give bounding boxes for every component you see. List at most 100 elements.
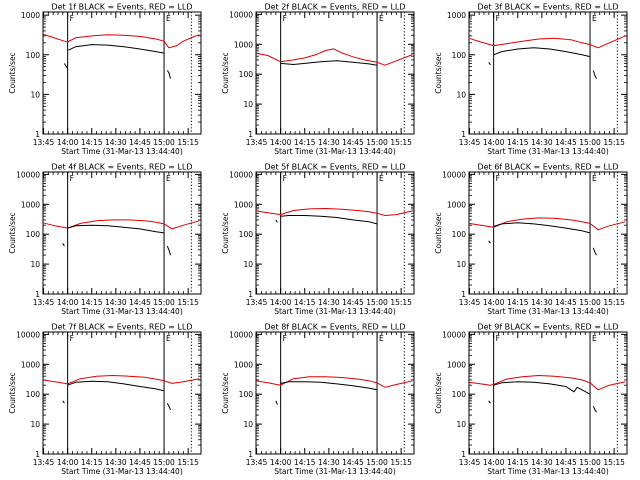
chart-1-axes-frame (42, 11, 202, 135)
chart-3-xtick-label: 15:00 (579, 138, 601, 147)
chart-8-title: Det 8f BLACK = Events, RED = LLD (264, 323, 405, 332)
chart-2-series-events (280, 60, 378, 66)
chart-5-xtick-label: 14:00 (270, 298, 292, 307)
chart-4-xtick-label: 14:00 (57, 298, 79, 307)
chart-3-marker-label: E (592, 14, 597, 23)
chart-7-xlabel: Start Time (31-Mar-13 13:44:40) (61, 467, 183, 476)
chart-9-ytick-label: 1000 (447, 360, 466, 369)
chart-2-title: Det 2f BLACK = Events, RED = LLD (264, 3, 405, 12)
chart-3-xlabel: Start Time (31-Mar-13 13:44:40) (487, 147, 609, 156)
chart-4-title: Det 4f BLACK = Events, RED = LLD (51, 163, 192, 172)
chart-8-ytick-label: 100 (239, 390, 254, 399)
chart-1-ytick-label: 1000 (21, 11, 40, 20)
chart-8-series-lld (255, 376, 413, 388)
chart-4-series-events (67, 224, 165, 234)
chart-9-series-events (592, 405, 597, 413)
chart-6-series-events (488, 240, 491, 244)
chart-4-ytick-label: 100 (26, 230, 41, 239)
chart-7-axes-frame (42, 331, 202, 455)
chart-9: 1 10 100 1000 10000 13:45 14:00 14:15 14:30 14:45… (434, 323, 628, 476)
chart-7-title: Det 7f BLACK = Events, RED = LLD (51, 323, 192, 332)
chart-6-axes-frame (468, 171, 628, 295)
chart-9-ytick-label: 1 (461, 450, 466, 459)
chart-6-xtick-label: 14:15 (507, 298, 529, 307)
chart-5-ytick-label: 10000 (229, 170, 253, 179)
chart-3-ylabel: Counts/sec (434, 52, 443, 93)
chart-3-xtick-label: 14:45 (555, 138, 577, 147)
chart-6-series-lld (468, 217, 626, 231)
chart-5-title: Det 5f BLACK = Events, RED = LLD (264, 163, 405, 172)
chart-7-series-lld (42, 375, 200, 385)
chart-8-xtick-label: 14:15 (294, 458, 316, 467)
chart-2-ytick-label: 100 (239, 70, 254, 79)
chart-5-xtick-label: 14:15 (294, 298, 316, 307)
chart-1-series-events (68, 44, 165, 54)
chart-2-marker-label: E (379, 14, 384, 23)
chart-2-axes-frame (255, 11, 415, 135)
chart-8-ytick-label: 10000 (229, 330, 253, 339)
chart-6-series-events (592, 247, 597, 256)
chart-3-xtick-label: 13:45 (459, 138, 481, 147)
chart-1-ytick-label: 10 (30, 90, 40, 99)
chart-8-ytick-label: 10 (243, 420, 253, 429)
chart-1-xtick-label: 14:00 (57, 138, 79, 147)
chart-4-axes-frame (42, 171, 202, 295)
chart-9-xtick-label: 14:30 (531, 458, 553, 467)
chart-6-title: Det 6f BLACK = Events, RED = LLD (477, 163, 618, 172)
chart-7-xtick-label: 14:30 (105, 458, 127, 467)
chart-9-ytick-label: 100 (452, 390, 467, 399)
chart-8-ytick-label: 1000 (234, 360, 253, 369)
chart-5-xtick-label: 14:30 (318, 298, 340, 307)
chart-2-xtick-label: 14:30 (318, 138, 340, 147)
chart-1-xtick-label: 13:45 (33, 138, 55, 147)
chart-6-ytick-label: 10 (456, 260, 466, 269)
chart-8-xlabel: Start Time (31-Mar-13 13:44:40) (274, 467, 396, 476)
chart-4-series-events (166, 245, 171, 256)
chart-1-marker-label: E (166, 14, 171, 23)
chart-8-xtick-label: 14:00 (270, 458, 292, 467)
chart-4-xtick-label: 14:45 (129, 298, 151, 307)
chart-5-marker-label: F (283, 174, 287, 183)
chart-9-series-events (488, 400, 491, 404)
chart-4-ylabel: Counts/sec (8, 212, 17, 253)
chart-6-xtick-label: 14:30 (531, 298, 553, 307)
chart-9-xtick-label: 14:45 (555, 458, 577, 467)
chart-9-ylabel: Counts/sec (434, 372, 443, 413)
chart-2-marker-label: F (283, 14, 287, 23)
chart-1-series-events (166, 70, 171, 79)
chart-3-ytick-label: 1 (461, 130, 466, 139)
chart-7-xtick-label: 14:15 (81, 458, 103, 467)
chart-9-xtick-label: 14:15 (507, 458, 529, 467)
chart-6-xtick-label: 14:00 (483, 298, 505, 307)
chart-8-xtick-label: 15:15 (390, 458, 412, 467)
chart-2-ytick-label: 1000 (234, 40, 253, 49)
chart-7-ytick-label: 1 (35, 450, 40, 459)
chart-1-ylabel: Counts/sec (8, 52, 17, 93)
chart-7-marker-label: E (166, 334, 171, 343)
chart-7-ylabel: Counts/sec (8, 372, 17, 413)
chart-3-axes-frame (468, 11, 628, 135)
chart-4-xtick-label: 14:30 (105, 298, 127, 307)
chart-9-ytick-label: 10000 (442, 330, 466, 339)
chart-7-series-events (67, 380, 165, 392)
chart-2-xtick-label: 14:15 (294, 138, 316, 147)
chart-8-ytick-label: 1 (248, 450, 253, 459)
chart-3-xtick-label: 14:00 (483, 138, 505, 147)
chart-2-xlabel: Start Time (31-Mar-13 13:44:40) (274, 147, 396, 156)
chart-3-xtick-label: 14:30 (531, 138, 553, 147)
chart-6-ylabel: Counts/sec (434, 212, 443, 253)
chart-8-series-events (275, 400, 278, 405)
chart-5-xtick-label: 15:15 (390, 298, 412, 307)
chart-5-ylabel: Counts/sec (221, 212, 230, 253)
chart-6-xtick-label: 13:45 (459, 298, 481, 307)
chart-9-series-lld (468, 375, 626, 391)
chart-5-axes-frame (255, 171, 415, 295)
chart-2: 1 10 100 1000 10000 13:45 14:00 14:15 14:30 14:45… (221, 3, 415, 156)
chart-3-series-events (493, 47, 591, 58)
chart-6-series-events (493, 222, 591, 234)
chart-4-ytick-label: 1000 (21, 200, 40, 209)
chart-6-ytick-label: 1 (461, 290, 466, 299)
chart-4-xtick-label: 14:15 (81, 298, 103, 307)
chart-9-title: Det 9f BLACK = Events, RED = LLD (477, 323, 618, 332)
chart-8-ylabel: Counts/sec (221, 372, 230, 413)
